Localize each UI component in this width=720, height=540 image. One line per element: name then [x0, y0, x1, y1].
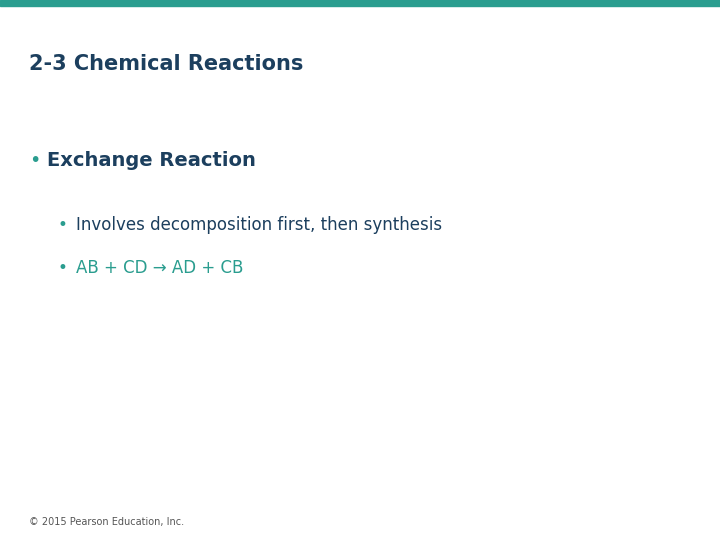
Text: © 2015 Pearson Education, Inc.: © 2015 Pearson Education, Inc. — [29, 516, 184, 526]
Text: •: • — [58, 259, 68, 277]
Text: AB + CD → AD + CB: AB + CD → AD + CB — [76, 259, 243, 277]
Text: 2-3 Chemical Reactions: 2-3 Chemical Reactions — [29, 54, 303, 74]
Bar — [0, 0, 720, 6]
Text: •: • — [29, 151, 40, 170]
Text: •: • — [58, 216, 68, 234]
Text: Exchange Reaction: Exchange Reaction — [47, 151, 256, 170]
Text: Involves decomposition first, then synthesis: Involves decomposition first, then synth… — [76, 216, 442, 234]
